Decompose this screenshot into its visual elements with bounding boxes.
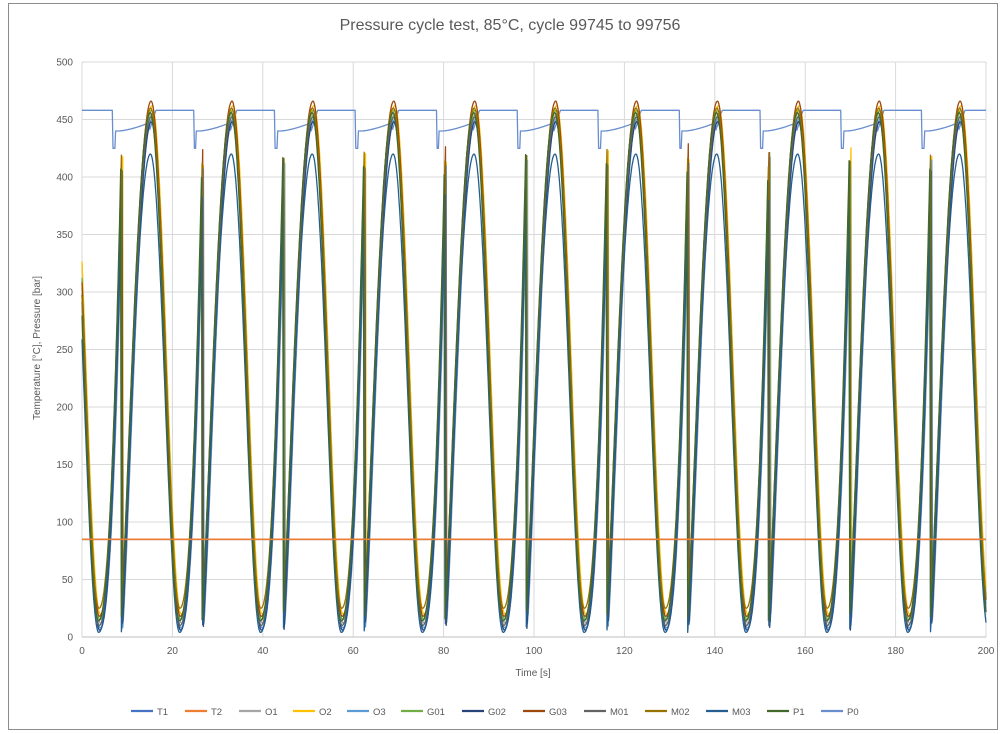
y-tick-label: 0 — [67, 633, 73, 644]
y-tick-label: 300 — [56, 288, 73, 299]
series-line-m03 — [81, 153, 987, 634]
x-tick-label: 0 — [79, 646, 85, 657]
x-tick-label: 160 — [797, 646, 814, 657]
x-tick-label: 140 — [706, 646, 723, 657]
x-tick-label: 20 — [167, 646, 179, 657]
y-tick-label: 400 — [56, 173, 73, 184]
x-axis-label: Time [s] — [515, 668, 550, 679]
legend-label-o3: O3 — [373, 707, 386, 718]
x-tick-label: 60 — [348, 646, 360, 657]
x-tick-label: 40 — [257, 646, 269, 657]
legend-label-g03: G03 — [549, 707, 567, 718]
y-tick-label: 250 — [56, 345, 73, 356]
plot-series — [81, 100, 987, 634]
y-tick-label: 100 — [56, 518, 73, 529]
legend-label-m03: M03 — [732, 707, 750, 718]
chart-title: Pressure cycle test, 85°C, cycle 99745 t… — [340, 17, 681, 34]
legend-label-o2: O2 — [319, 707, 332, 718]
x-tick-label: 100 — [526, 646, 543, 657]
legend-label-g02: G02 — [488, 707, 506, 718]
x-tick-label: 180 — [887, 646, 904, 657]
legend-label-t1: T1 — [157, 707, 168, 718]
y-axis-label: Temperature [°C], Pressure [bar] — [32, 276, 43, 420]
y-tick-label: 350 — [56, 230, 73, 241]
legend-label-o1: O1 — [265, 707, 278, 718]
axes: 0 50 100 150 200 250 300 350 400 450 500 0 20 40 60 80 1… — [56, 58, 994, 658]
legend-label-m01: M01 — [610, 707, 628, 718]
y-tick-label: 200 — [56, 403, 73, 414]
legend-label-p0: P0 — [847, 707, 859, 718]
legend-label-t2: T2 — [211, 707, 222, 718]
x-tick-label: 200 — [978, 646, 995, 657]
y-tick-label: 500 — [56, 58, 73, 69]
legend-label-g01: G01 — [427, 707, 445, 718]
x-tick-label: 80 — [438, 646, 450, 657]
x-tick-label: 120 — [616, 646, 633, 657]
y-tick-label: 450 — [56, 115, 73, 126]
y-tick-label: 50 — [62, 575, 74, 586]
y-tick-label: 150 — [56, 460, 73, 471]
legend-label-p1: P1 — [793, 707, 805, 718]
legend: T1 T2 O1 O2 O3 G01 G02 G03 M01 M02 M03 P1 P0 — [131, 707, 859, 718]
series-line-p1 — [81, 111, 987, 622]
legend-label-m02: M02 — [671, 707, 689, 718]
